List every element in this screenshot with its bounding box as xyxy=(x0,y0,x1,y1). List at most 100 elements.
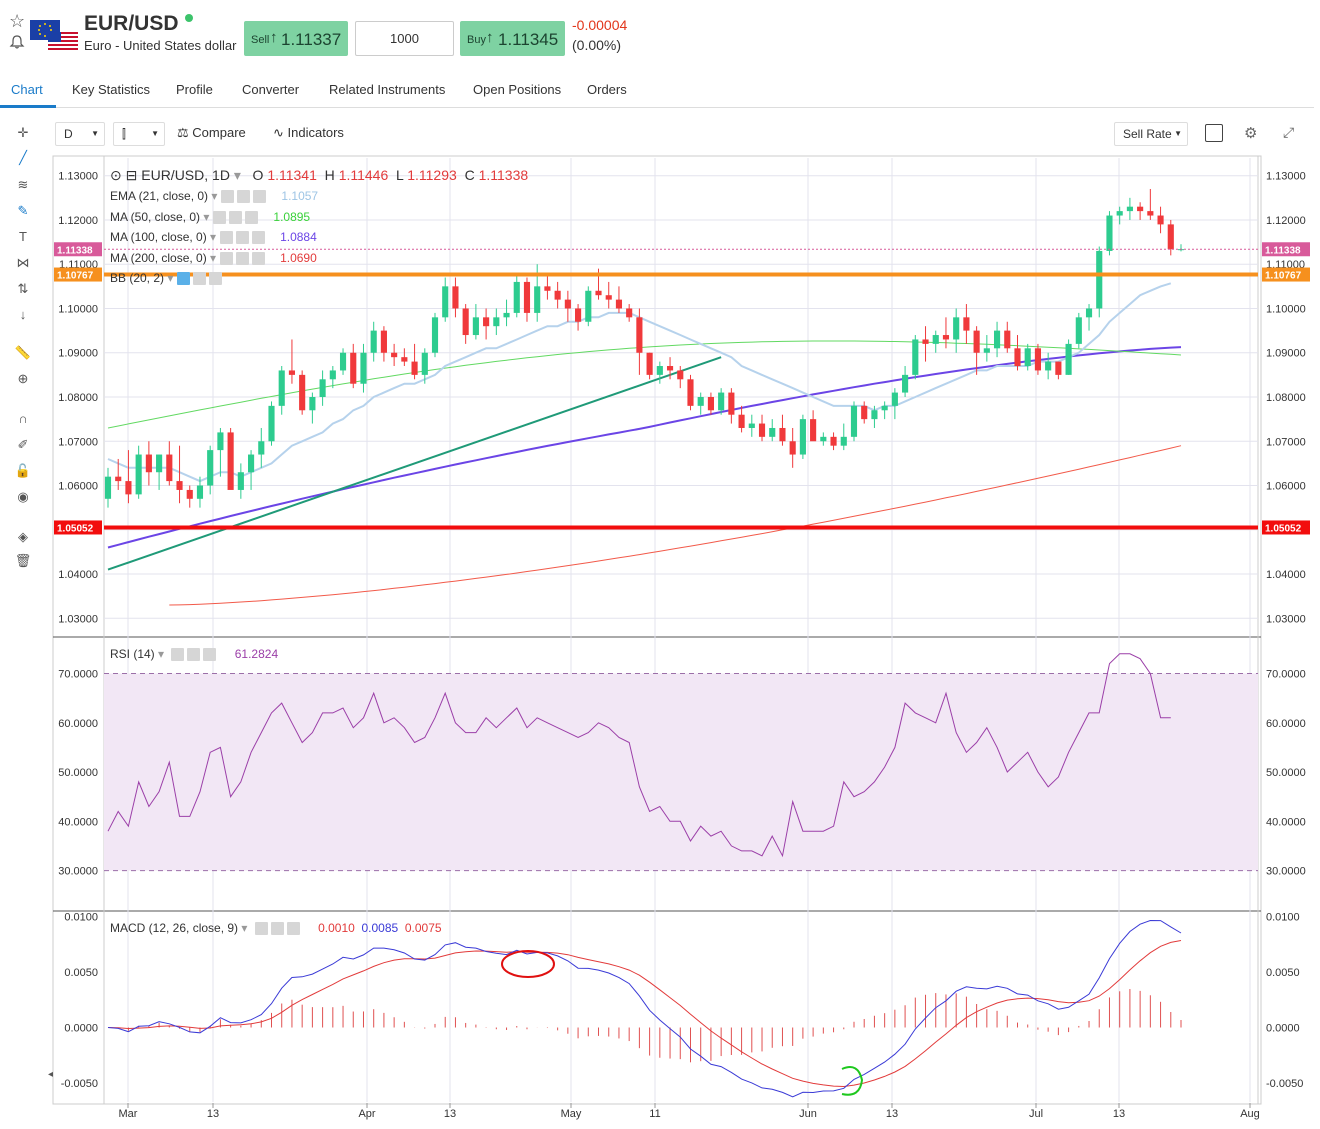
candle-body xyxy=(1055,361,1062,375)
brush-icon[interactable]: ✎ xyxy=(17,203,29,218)
macd-value: 0.0085 xyxy=(361,921,399,935)
close-value: 1.11338 xyxy=(478,167,529,183)
candle-body xyxy=(1157,215,1164,225)
sell-button[interactable]: Sell ↑ 1.11337 xyxy=(244,21,348,56)
candle-body xyxy=(544,286,551,291)
pattern-icon[interactable]: ⋈ xyxy=(16,255,30,270)
fullscreen-box-icon[interactable] xyxy=(1205,124,1223,142)
low-label: L xyxy=(396,167,404,183)
tab-orders[interactable]: Orders xyxy=(587,82,627,97)
macd-axis-label-right: 0.0050 xyxy=(1266,967,1300,979)
trash-icon[interactable]: 🗑 xyxy=(14,553,32,568)
chart-type-select[interactable]: ⫿ ▼ xyxy=(113,122,165,146)
expand-icon[interactable]: ⤢ xyxy=(1283,124,1295,140)
rate-select[interactable]: Sell Rate ▼ xyxy=(1114,122,1188,146)
indicator-name: EMA (21, close, 0) xyxy=(110,189,209,203)
candle-body xyxy=(1167,224,1174,250)
rsi-controls[interactable] xyxy=(171,648,227,662)
candle-body xyxy=(1045,361,1052,371)
candle-body xyxy=(288,370,296,375)
rsi-band xyxy=(104,673,1258,871)
eye-icon xyxy=(177,272,191,286)
indicator-controls[interactable] xyxy=(177,272,233,286)
alert-bell-icon[interactable] xyxy=(9,34,25,50)
price-axis-label-left: 1.08000 xyxy=(58,392,98,404)
interval-select[interactable]: D ▼ xyxy=(55,122,105,146)
sell-arrow-icon: ↑ xyxy=(270,29,278,46)
indicator-value: 1.0895 xyxy=(273,209,311,224)
close-icon xyxy=(209,272,223,286)
candle-body xyxy=(1075,317,1082,344)
close-icon xyxy=(203,648,217,662)
tab-chart[interactable]: Chart xyxy=(11,82,43,97)
line-tool-icon[interactable]: ╱ xyxy=(19,150,27,165)
lock-icon[interactable]: 🔓 xyxy=(14,463,32,478)
legend-menu-icon[interactable]: ▾ xyxy=(208,189,218,203)
tab-profile[interactable]: Profile xyxy=(176,82,213,97)
candle-body xyxy=(564,299,571,309)
candle-body xyxy=(799,419,806,455)
candle-body xyxy=(830,436,837,446)
chevron-down-icon: ▼ xyxy=(151,129,159,138)
macd-controls[interactable] xyxy=(254,922,311,936)
text-icon[interactable]: T xyxy=(19,229,27,244)
compare-button[interactable]: ⚖ Compare xyxy=(177,125,246,141)
magnet-icon[interactable]: ∩ xyxy=(18,411,28,426)
candle-body xyxy=(953,317,960,340)
legend-menu-icon[interactable]: ▾ xyxy=(200,209,210,224)
eye-icon xyxy=(221,190,235,204)
tab-related-instruments[interactable]: Related Instruments xyxy=(329,82,446,97)
indicator-controls[interactable] xyxy=(213,210,269,224)
legend-menu-icon[interactable]: ▾ xyxy=(158,647,165,661)
candle-body xyxy=(1137,206,1144,212)
hide-icon[interactable]: ⊟ xyxy=(125,167,138,183)
price-axis-label-right: 1.09000 xyxy=(1266,348,1306,360)
collapse-icon[interactable]: ⊙ xyxy=(110,167,122,183)
indicator-legend-1: MA (50, close, 0) ▾ 1.0895 xyxy=(110,210,310,224)
candle-body xyxy=(329,370,336,380)
legend-menu-icon[interactable]: ▾ xyxy=(233,167,241,183)
quantity-input[interactable]: 1000 xyxy=(355,21,454,56)
ruler-icon[interactable]: 📏 xyxy=(14,345,32,360)
candle-body xyxy=(575,308,582,322)
buy-button[interactable]: Buy ↑ 1.11345 xyxy=(460,21,565,56)
eye-icon[interactable]: ◉ xyxy=(17,489,29,504)
settings-gear-icon[interactable]: ⚙ xyxy=(1244,125,1258,142)
annotation-green-mark xyxy=(841,1066,864,1096)
candle-body xyxy=(1085,308,1093,318)
fib-tool-icon[interactable]: ≋ xyxy=(17,177,29,192)
macd-axis-label-left: 0.0050 xyxy=(64,967,98,979)
legend-menu-icon[interactable]: ▾ xyxy=(206,230,217,244)
current-price-label-left: 1.11338 xyxy=(57,245,93,256)
layers-icon[interactable]: ◈ xyxy=(18,529,28,544)
indicators-button[interactable]: ∿ Indicators xyxy=(273,125,344,141)
tab-converter[interactable]: Converter xyxy=(242,82,300,97)
zoom-icon[interactable]: ⊕ xyxy=(17,371,29,386)
candle-body xyxy=(186,489,193,499)
legend-menu-icon[interactable]: ▾ xyxy=(241,921,248,935)
arrow-down-icon[interactable]: ↓ xyxy=(19,307,27,322)
time-axis-label: 13 xyxy=(886,1108,898,1120)
favorite-star-icon[interactable]: ☆ xyxy=(9,11,26,31)
candle-body xyxy=(442,286,449,318)
pencil-lock-icon[interactable]: ✐ xyxy=(17,437,29,452)
legend-menu-icon[interactable]: ▾ xyxy=(164,271,174,285)
time-axis-label: 13 xyxy=(1113,1108,1125,1120)
time-axis-label: 13 xyxy=(444,1108,456,1120)
tab-key-statistics[interactable]: Key Statistics xyxy=(72,82,151,97)
tab-open-positions[interactable]: Open Positions xyxy=(473,82,562,97)
legend-menu-icon[interactable]: ▾ xyxy=(206,250,217,265)
indicator-controls[interactable] xyxy=(221,190,277,204)
indicator-controls[interactable] xyxy=(220,231,276,245)
sell-label: Sell xyxy=(251,34,270,46)
crosshair-icon[interactable]: ✛ xyxy=(17,125,29,140)
indicator-controls[interactable] xyxy=(220,251,276,265)
support-price-label-left-bg xyxy=(54,520,102,535)
measure-icon[interactable]: ⇅ xyxy=(17,281,29,296)
gear-icon xyxy=(237,190,251,204)
price-change: -0.00004 xyxy=(572,17,628,33)
resistance-price-label-right: 1.10767 xyxy=(1265,271,1302,282)
price-axis-label-right: 1.13000 xyxy=(1266,171,1306,183)
close-icon xyxy=(252,251,266,265)
